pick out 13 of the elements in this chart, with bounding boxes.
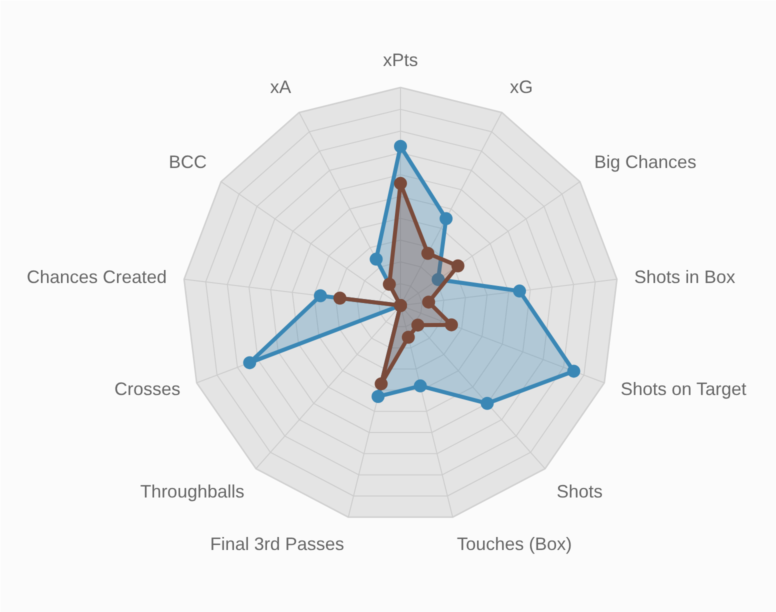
spoke-label: Throughballs — [140, 482, 244, 502]
spoke-label: Shots on Target — [620, 378, 746, 399]
spoke-label: BCC — [168, 152, 207, 172]
spoke-label: Crosses — [114, 378, 180, 399]
spoke-label: Shots in Box — [634, 267, 736, 288]
spoke-label: xG — [510, 77, 533, 98]
spoke-label: xA — [270, 77, 292, 98]
spoke-label: Shots — [556, 482, 603, 502]
spoke-label: Big Chances — [594, 152, 696, 172]
spoke-label: Touches (Box) — [456, 534, 572, 554]
spoke-label: Final 3rd Passes — [210, 534, 344, 554]
spoke-label: xPts — [382, 50, 418, 70]
spoke-label: Chances Created — [26, 267, 167, 288]
